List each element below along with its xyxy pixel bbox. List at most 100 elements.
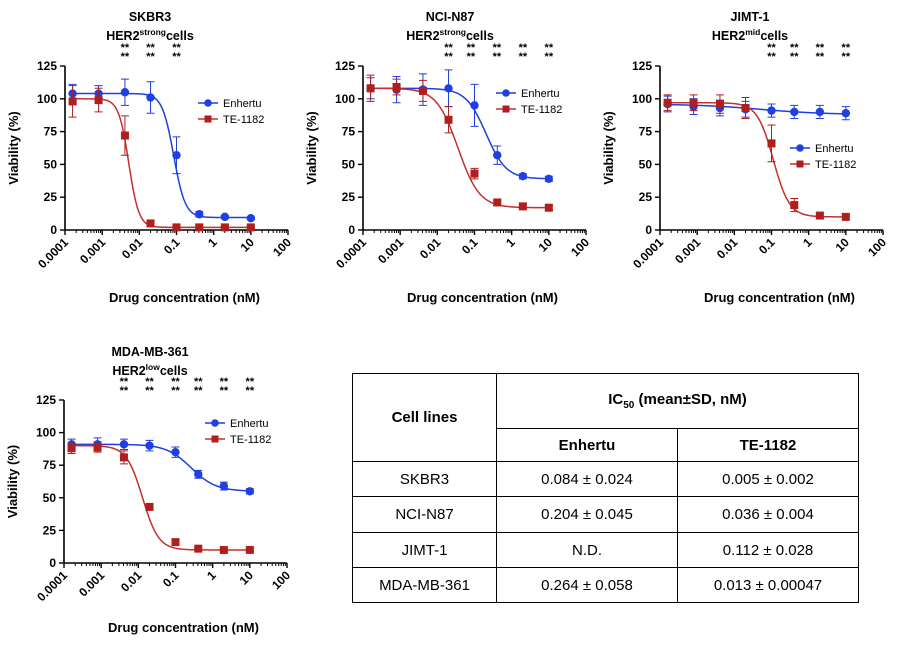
significance-stars: ** bbox=[194, 385, 203, 397]
enhertu-data-point bbox=[493, 151, 502, 160]
cell-te-1182-ic50: 0.112 ± 0.028 bbox=[677, 532, 859, 568]
significance-stars: ** bbox=[842, 42, 851, 54]
y-tick-label: 0 bbox=[50, 223, 57, 237]
x-tick-label: 0.1 bbox=[160, 568, 182, 590]
chart-panel-skbr3: SKBR3 HER2strongcells 0 25 50 75 100 125 0.000… bbox=[0, 0, 300, 318]
cell-enhertu-ic50: 0.204 ± 0.045 bbox=[496, 496, 678, 533]
cell-line-name: JIMT-1 bbox=[352, 532, 497, 568]
chart-title: NCI-N87 HER2strongcells bbox=[300, 10, 600, 44]
chart-title-line2: HER2lowcells bbox=[112, 362, 188, 378]
enhertu-data-point bbox=[171, 447, 180, 457]
te-1182-data-point bbox=[366, 84, 375, 93]
te-1182-data-point bbox=[146, 219, 155, 228]
significance-stars: ** bbox=[120, 376, 129, 388]
ic50-table: Cell lines IC50 (mean±SD, nM) Enhertu TE… bbox=[352, 373, 859, 603]
te-1182-data-point bbox=[444, 115, 453, 124]
legend-label: Enhertu bbox=[521, 88, 560, 100]
cell-te-1182-ic50: 0.005 ± 0.002 bbox=[677, 461, 859, 497]
te-1182-data-point bbox=[493, 198, 502, 207]
te-1182-data-point bbox=[790, 201, 799, 210]
x-tick-label: 0.1 bbox=[459, 235, 481, 257]
significance-stars: ** bbox=[790, 42, 799, 54]
y-tick-label: 50 bbox=[44, 157, 58, 171]
significance-stars: ** bbox=[246, 376, 255, 388]
x-tick-label: 10 bbox=[833, 235, 853, 255]
x-axis-label: Drug concentration (nM) bbox=[108, 620, 259, 635]
x-tick-label: 0.01 bbox=[417, 235, 444, 262]
legend-marker bbox=[796, 144, 804, 152]
y-tick-label: 25 bbox=[43, 523, 57, 537]
chart-title-line2: HER2strongcells bbox=[106, 27, 194, 43]
y-tick-label: 125 bbox=[632, 59, 652, 73]
y-tick-label: 75 bbox=[44, 125, 58, 139]
legend-label: TE-1182 bbox=[223, 114, 264, 126]
x-tick-label: 10 bbox=[536, 235, 556, 255]
significance-stars: ** bbox=[444, 51, 453, 63]
significance-stars: ** bbox=[194, 376, 203, 388]
table-row: JIMT-1 N.D. 0.112 ± 0.028 bbox=[352, 532, 859, 568]
legend-label: TE-1182 bbox=[230, 434, 271, 446]
y-axis-label: Viability (%) bbox=[6, 111, 21, 184]
chart-title-line1: JIMT-1 bbox=[730, 10, 770, 24]
te-1182-data-point bbox=[68, 97, 77, 106]
enhertu-data-point bbox=[195, 210, 204, 219]
significance-stars: ** bbox=[220, 385, 229, 397]
header-ic50: IC50 (mean±SD, nM) bbox=[496, 373, 859, 429]
legend-marker bbox=[502, 105, 510, 113]
chart-title-line1: SKBR3 bbox=[128, 10, 172, 24]
y-tick-label: 50 bbox=[342, 157, 356, 171]
legend-marker bbox=[796, 160, 804, 168]
significance-stars: ** bbox=[121, 51, 130, 63]
enhertu-data-point bbox=[245, 487, 255, 496]
te-1182-data-point bbox=[194, 544, 203, 553]
dose-response-chart-nci-n87: 0 25 50 75 100 125 0.0001 0.001 0.01 0.1 1 10 100 Dru… bbox=[304, 42, 592, 305]
te-1182-data-point bbox=[245, 545, 254, 554]
chart-title-line1: NCI-N87 bbox=[425, 10, 475, 24]
enhertu-data-point bbox=[444, 84, 453, 93]
y-tick-label: 100 bbox=[632, 92, 652, 106]
x-tick-label: 1 bbox=[205, 235, 220, 250]
x-tick-label: 0.01 bbox=[119, 235, 146, 262]
legend-marker bbox=[211, 419, 219, 427]
enhertu-data-point bbox=[219, 481, 229, 491]
significance-stars: ** bbox=[467, 42, 476, 54]
cell-enhertu-ic50: 0.264 ± 0.058 bbox=[496, 567, 678, 603]
enhertu-data-point bbox=[767, 106, 776, 115]
chart-title-line1: MDA-MB-361 bbox=[111, 345, 189, 359]
x-tick-label: 1 bbox=[800, 235, 815, 250]
enhertu-data-point bbox=[790, 107, 799, 117]
te-1182-data-point bbox=[145, 502, 154, 511]
cell-te-1182-ic50: 0.036 ± 0.004 bbox=[677, 496, 859, 533]
x-tick-label: 1 bbox=[503, 235, 518, 250]
legend-label: TE-1182 bbox=[521, 104, 562, 116]
significance-stars: ** bbox=[172, 42, 181, 54]
chart-title-line2: HER2strongcells bbox=[406, 27, 494, 43]
significance-stars: ** bbox=[120, 385, 129, 397]
x-tick-label: 100 bbox=[270, 235, 294, 259]
te-1182-data-point bbox=[767, 139, 776, 148]
enhertu-data-point bbox=[518, 172, 528, 181]
y-tick-label: 50 bbox=[43, 491, 57, 505]
x-tick-label: 10 bbox=[238, 235, 258, 255]
te-1182-data-point bbox=[741, 103, 750, 112]
chart-title: SKBR3 HER2strongcells bbox=[0, 10, 300, 44]
x-axis-label: Drug concentration (nM) bbox=[407, 290, 558, 305]
enhertu-data-point bbox=[220, 212, 230, 222]
te-1182-data-point bbox=[67, 444, 76, 453]
x-tick-label: 0.001 bbox=[375, 235, 406, 266]
y-tick-label: 75 bbox=[639, 125, 653, 139]
x-tick-label: 0.001 bbox=[76, 568, 107, 599]
significance-stars: ** bbox=[145, 376, 154, 388]
significance-stars: ** bbox=[790, 51, 799, 63]
dose-response-chart-jimt-1: 0 25 50 75 100 125 0.0001 0.001 0.01 0.1 1 10 100 Dru… bbox=[601, 42, 889, 305]
enhertu-data-point bbox=[120, 88, 130, 97]
significance-stars: ** bbox=[246, 385, 255, 397]
x-tick-label: 100 bbox=[568, 235, 592, 259]
y-tick-label: 125 bbox=[37, 59, 57, 73]
chart-title: JIMT-1 HER2midcells bbox=[600, 10, 900, 44]
cell-line-name: NCI-N87 bbox=[352, 496, 497, 533]
y-tick-label: 75 bbox=[43, 458, 57, 472]
y-tick-label: 75 bbox=[342, 125, 356, 139]
significance-stars: ** bbox=[545, 51, 554, 63]
te-1182-data-point bbox=[392, 82, 401, 91]
